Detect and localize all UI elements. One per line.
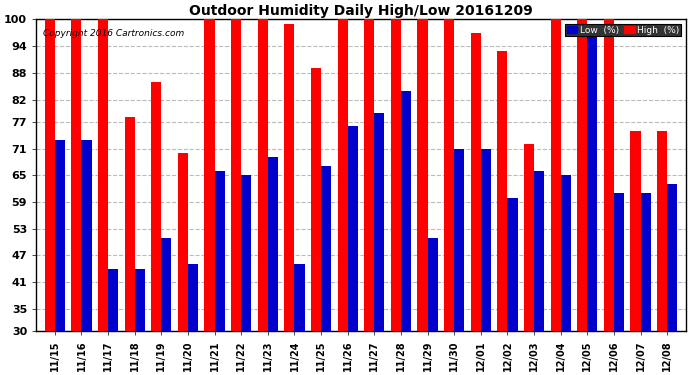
- Bar: [667, 184, 678, 331]
- Bar: [401, 91, 411, 331]
- Bar: [71, 20, 81, 331]
- Title: Outdoor Humidity Daily High/Low 20161209: Outdoor Humidity Daily High/Low 20161209: [189, 4, 533, 18]
- Bar: [55, 140, 65, 331]
- Bar: [81, 140, 92, 331]
- Bar: [551, 20, 561, 331]
- Bar: [98, 20, 108, 331]
- Bar: [311, 68, 321, 331]
- Bar: [657, 131, 667, 331]
- Bar: [428, 238, 437, 331]
- Bar: [391, 20, 401, 331]
- Bar: [284, 24, 295, 331]
- Bar: [507, 198, 518, 331]
- Bar: [151, 82, 161, 331]
- Bar: [375, 113, 384, 331]
- Bar: [268, 158, 278, 331]
- Bar: [215, 171, 225, 331]
- Bar: [587, 24, 598, 331]
- Bar: [614, 193, 624, 331]
- Bar: [231, 20, 241, 331]
- Bar: [125, 117, 135, 331]
- Bar: [631, 131, 640, 331]
- Bar: [561, 175, 571, 331]
- Bar: [534, 171, 544, 331]
- Bar: [348, 126, 358, 331]
- Bar: [497, 51, 507, 331]
- Bar: [454, 148, 464, 331]
- Bar: [640, 193, 651, 331]
- Bar: [471, 33, 481, 331]
- Bar: [524, 144, 534, 331]
- Bar: [257, 20, 268, 331]
- Bar: [178, 153, 188, 331]
- Bar: [417, 20, 428, 331]
- Bar: [45, 20, 55, 331]
- Legend: Low  (%), High  (%): Low (%), High (%): [564, 24, 681, 36]
- Bar: [444, 20, 454, 331]
- Bar: [188, 264, 198, 331]
- Bar: [364, 20, 375, 331]
- Bar: [578, 20, 587, 331]
- Bar: [295, 264, 304, 331]
- Bar: [337, 20, 348, 331]
- Bar: [604, 20, 614, 331]
- Bar: [321, 166, 331, 331]
- Bar: [481, 148, 491, 331]
- Bar: [204, 20, 215, 331]
- Bar: [161, 238, 171, 331]
- Text: Copyright 2016 Cartronics.com: Copyright 2016 Cartronics.com: [43, 29, 184, 38]
- Bar: [241, 175, 251, 331]
- Bar: [108, 269, 118, 331]
- Bar: [135, 269, 145, 331]
